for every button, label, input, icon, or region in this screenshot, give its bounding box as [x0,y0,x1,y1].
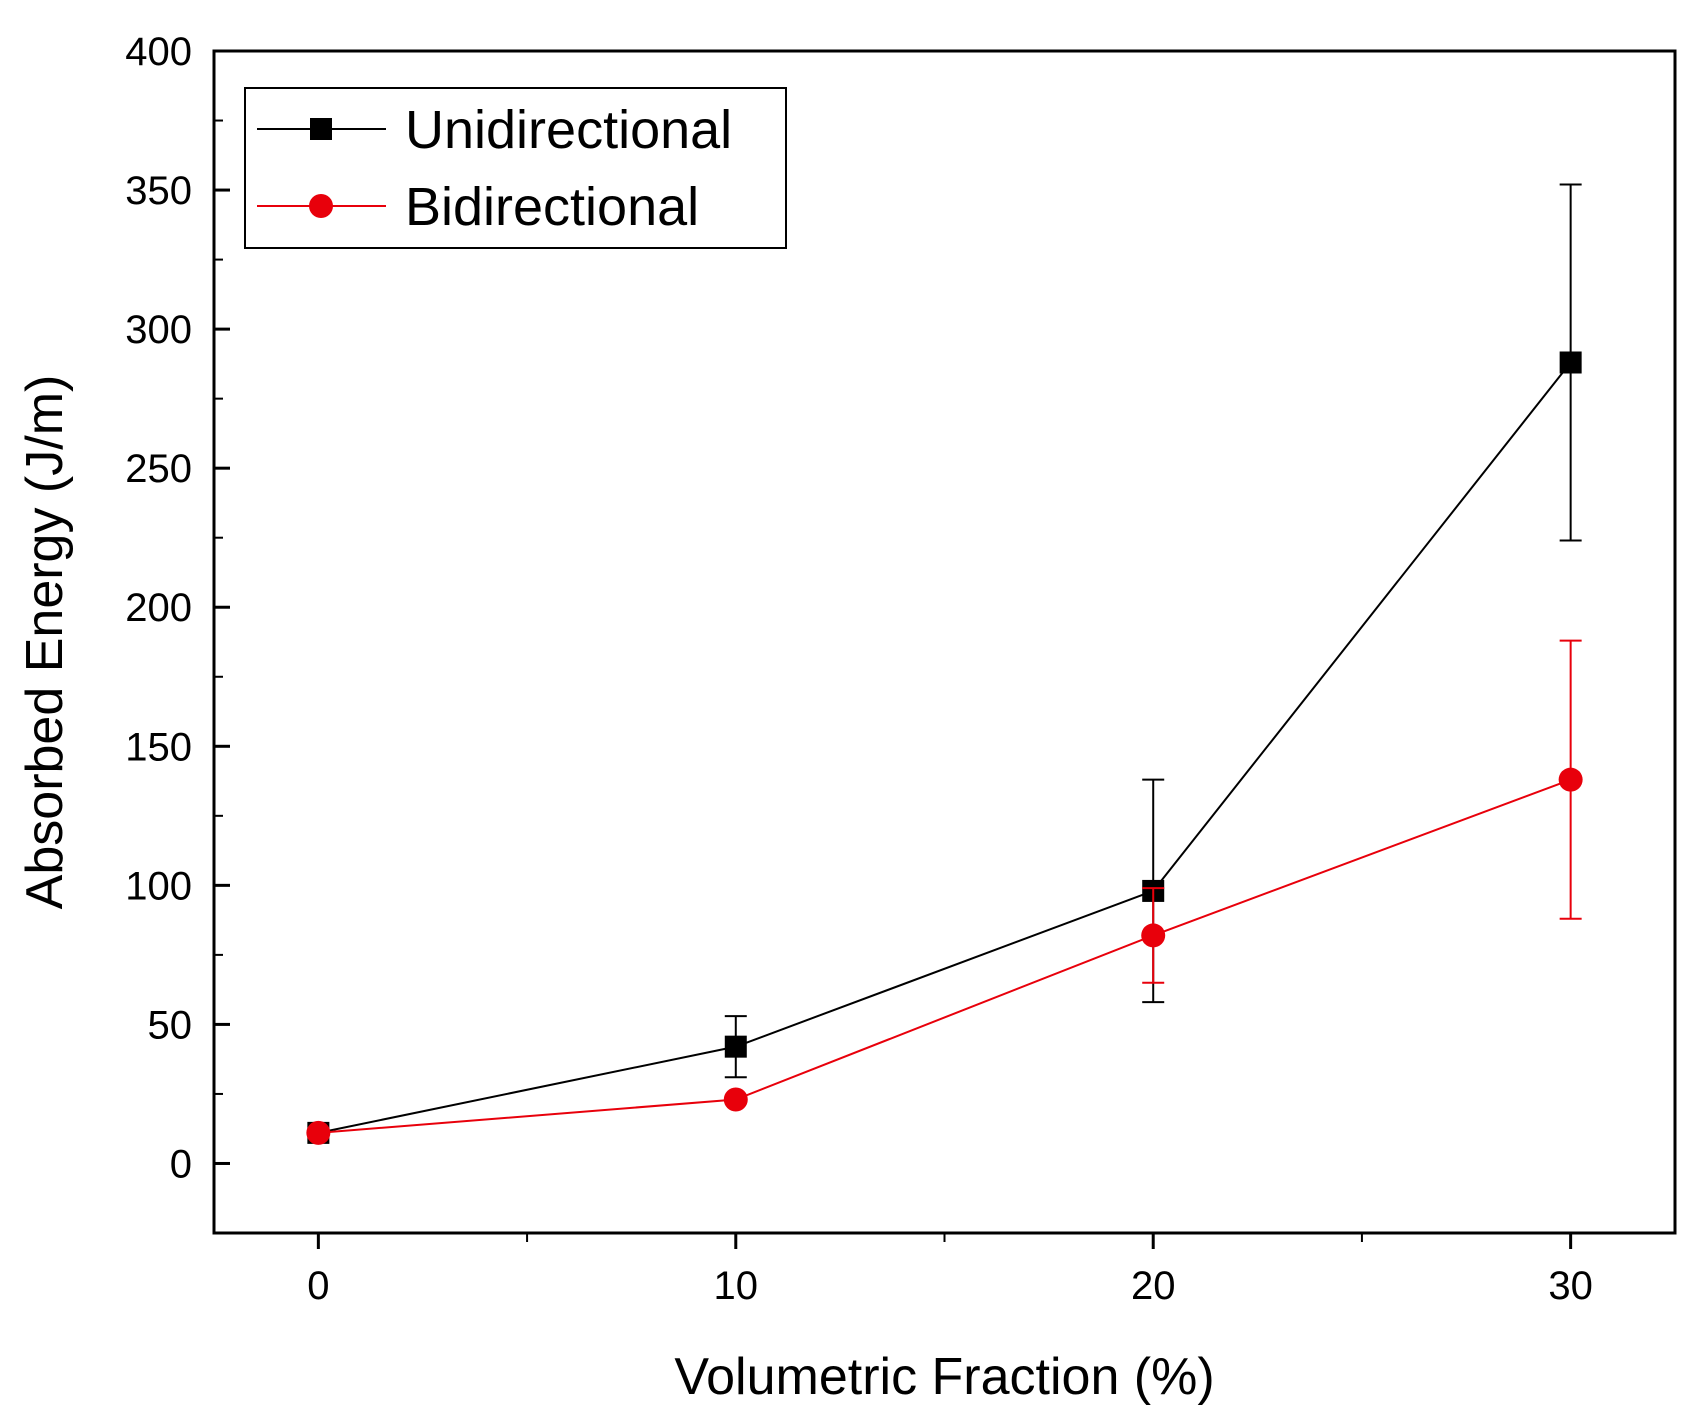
data-point-circle [306,1120,331,1145]
data-point-circle [1558,767,1583,792]
series-line [318,361,1572,1134]
series-layer [306,183,1583,1145]
data-point-circle [1141,923,1166,948]
x-tick-label: 10 [714,1264,759,1308]
legend-item-bidirectional: Bidirectional [257,177,699,237]
y-tick-label: 0 [170,1142,192,1186]
y-tick-label: 150 [125,725,192,769]
data-point-circle [723,1087,748,1112]
series-bidirectional [306,639,1583,1145]
x-tick-label: 0 [307,1264,329,1308]
legend-label: Unidirectional [405,100,732,160]
y-tick-label: 300 [125,308,192,352]
y-tick-label: 100 [125,864,192,908]
legend: Unidirectional Bidirectional [244,87,787,249]
data-point-square [724,1035,747,1058]
series-line [318,778,1571,1134]
data-point-square [1559,351,1582,374]
legend-marker-square [310,118,332,140]
y-tick-label: 50 [148,1003,193,1047]
x-tick-label: 20 [1131,1264,1176,1308]
x-tick-label: 30 [1548,1264,1593,1308]
y-tick-label: 200 [125,586,192,630]
legend-box [244,87,787,249]
y-axis-title: Absorbed Energy (J/m) [16,375,74,910]
legend-marker-circle [309,194,333,218]
y-tick-label: 400 [125,30,192,74]
legend-label: Bidirectional [405,177,699,237]
x-axis-title: Volumetric Fraction (%) [674,1348,1214,1406]
y-tick-label: 350 [125,169,192,213]
legend-item-unidirectional: Unidirectional [257,100,732,160]
ticks-layer: 0 50 100 150 200 250 300 350 400 0 10 20 30 [125,30,1593,1308]
y-tick-label: 250 [125,447,192,491]
